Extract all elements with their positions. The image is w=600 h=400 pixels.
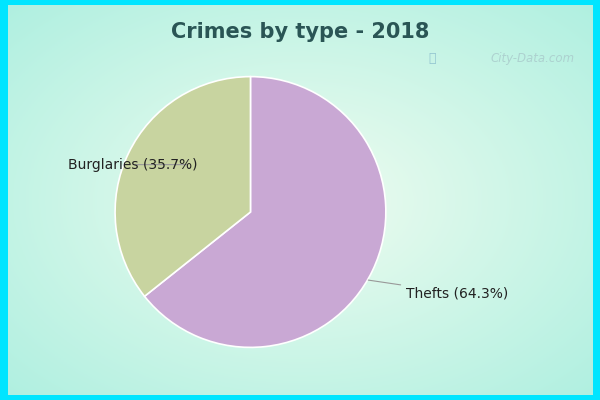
Wedge shape: [145, 77, 386, 347]
Text: City-Data.com: City-Data.com: [491, 52, 575, 65]
Text: ⓘ: ⓘ: [428, 52, 436, 65]
Text: Crimes by type - 2018: Crimes by type - 2018: [171, 22, 429, 42]
Wedge shape: [115, 77, 250, 296]
Text: Thefts (64.3%): Thefts (64.3%): [368, 280, 508, 300]
Text: Burglaries (35.7%): Burglaries (35.7%): [68, 158, 197, 172]
